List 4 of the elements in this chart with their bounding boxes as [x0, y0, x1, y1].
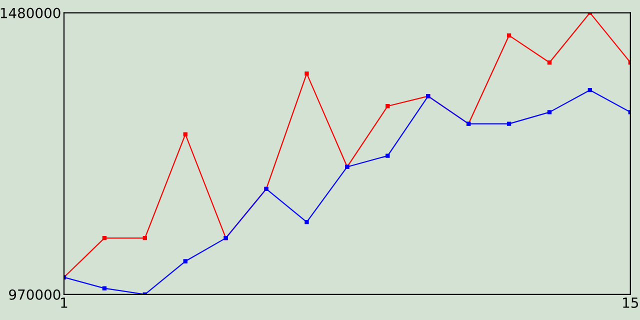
y-tick-label: 1480000 [0, 8, 60, 18]
x-tick-label: 1 [61, 298, 68, 308]
x-tick-label: 15 [623, 298, 638, 308]
y-tick-label: 970000 [9, 289, 60, 300]
